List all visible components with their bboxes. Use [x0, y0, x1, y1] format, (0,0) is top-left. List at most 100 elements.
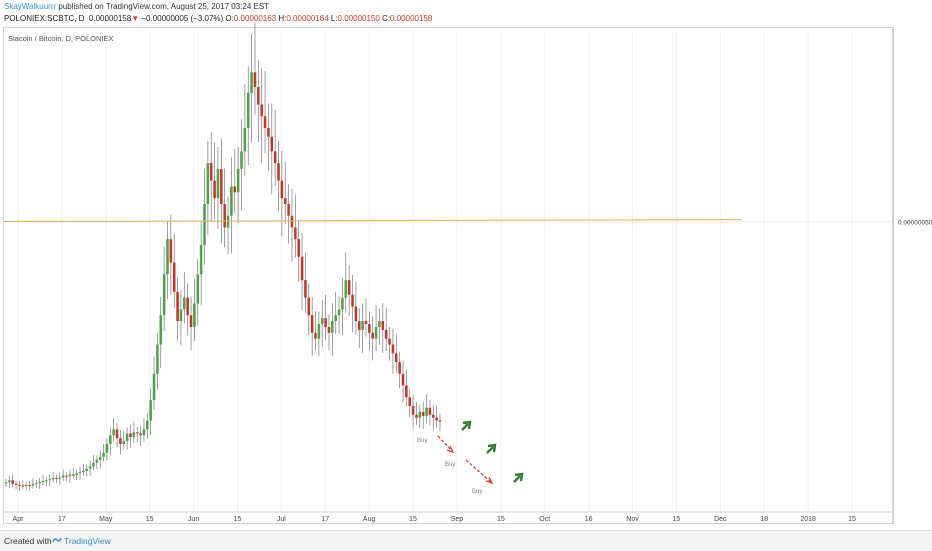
candle-body: [55, 477, 58, 479]
candle-body: [421, 411, 425, 416]
author-link[interactable]: SkayWalkuurrr: [4, 2, 57, 11]
buy-annotation: Buy: [472, 489, 482, 495]
candle-body: [14, 483, 18, 485]
green-arrow: [461, 423, 469, 431]
x-tick-label: Jun: [188, 516, 199, 523]
candle-body: [199, 245, 203, 275]
candle-body: [11, 480, 15, 484]
candle-body: [438, 420, 442, 422]
candle-body: [425, 407, 428, 416]
candle-body: [196, 274, 200, 304]
green-arrow: [513, 475, 521, 483]
candle-body: [135, 432, 139, 434]
x-tick-label: 17: [321, 516, 329, 523]
candle-body: [88, 466, 92, 469]
candle-body: [4, 482, 8, 484]
candle-body: [240, 151, 243, 169]
candle-body: [398, 362, 401, 374]
candle-body: [223, 204, 226, 228]
x-tick-label: 16: [585, 516, 593, 523]
candle-body: [233, 186, 237, 193]
candle-body: [260, 104, 263, 117]
chart-panel[interactable]: [3, 27, 893, 524]
buy-annotation: Buy: [417, 438, 427, 444]
candle-body: [401, 373, 405, 386]
candle-body: [357, 321, 361, 330]
candle-body: [172, 262, 176, 292]
tradingview-link[interactable]: TradingView: [64, 536, 111, 546]
candle-body: [384, 329, 388, 339]
x-tick-label: Aug: [363, 516, 376, 523]
candle-body: [250, 72, 253, 93]
candle-body: [418, 411, 422, 418]
candle-body: [331, 321, 334, 333]
candle-body: [344, 280, 348, 298]
candle-body: [75, 473, 78, 476]
green-arrowhead: [462, 420, 472, 430]
candle-body: [162, 274, 166, 316]
candle-body: [203, 204, 206, 246]
candle-body: [253, 72, 257, 87]
green-arrowhead: [514, 472, 524, 482]
candle-body: [354, 306, 358, 322]
candle-body: [132, 432, 136, 438]
footer-bar: Created with TradingView: [0, 530, 932, 551]
candle-body: [435, 417, 438, 421]
candle-body: [179, 309, 183, 322]
candle-body: [283, 198, 287, 205]
created-with-label: Created with: [4, 536, 52, 546]
price-axis[interactable]: [893, 27, 932, 524]
x-tick-label: Dec: [714, 516, 727, 523]
candle-body: [186, 297, 189, 316]
candlestick-chart[interactable]: 0.000008000.000007500.000007000.00000650…: [0, 0, 932, 530]
candle-body: [149, 400, 152, 421]
candle-body: [48, 479, 52, 481]
candle-body: [61, 475, 65, 478]
candle-body: [38, 482, 41, 484]
candle-body: [263, 116, 267, 128]
candle-body: [189, 315, 193, 327]
candle-body: [125, 433, 129, 442]
candle-body: [176, 291, 179, 322]
ohlc-line: POLONIEX:SCBTC, D 0.00000158▼ −0.0000000…: [4, 14, 432, 23]
candle-body: [82, 470, 85, 473]
low-value: 0.00000150: [337, 14, 380, 23]
candle-body: [95, 459, 99, 463]
candle-body: [139, 433, 142, 436]
candle-body: [24, 485, 28, 487]
close-value: 0.00000158: [390, 14, 433, 23]
candle-body: [31, 483, 35, 486]
candle-body: [85, 468, 89, 471]
candle-body: [334, 315, 337, 322]
candle-body: [206, 163, 210, 205]
candle-body: [226, 215, 230, 228]
high-label: H:: [278, 14, 287, 23]
candle-body: [78, 472, 82, 474]
candle-body: [166, 239, 169, 275]
high-value: 0.00000164: [286, 14, 329, 23]
candle-body: [411, 405, 415, 415]
candle-body: [273, 151, 277, 164]
candle-body: [408, 397, 411, 406]
candle-body: [146, 420, 149, 430]
candle-body: [341, 297, 344, 310]
candle-body: [21, 485, 25, 487]
close-label: C:: [382, 14, 391, 23]
candle-body: [267, 127, 270, 137]
candle-body: [35, 483, 38, 485]
candle-body: [388, 338, 391, 345]
low-label: L:: [330, 14, 338, 23]
candle-body: [230, 186, 233, 216]
candle-body: [374, 326, 378, 339]
x-tick-label: 15: [848, 516, 856, 523]
candle-body: [98, 456, 102, 460]
price-change: −0.00000005 (−3.07%): [141, 14, 224, 23]
candle-body: [277, 163, 280, 181]
candle-body: [119, 438, 122, 445]
candle-body: [102, 452, 105, 457]
candle-body: [213, 180, 216, 199]
candle-body: [169, 239, 173, 263]
x-tick-label: May: [99, 516, 113, 523]
candle-body: [243, 127, 247, 152]
last-price: 0.00000158: [88, 14, 132, 23]
